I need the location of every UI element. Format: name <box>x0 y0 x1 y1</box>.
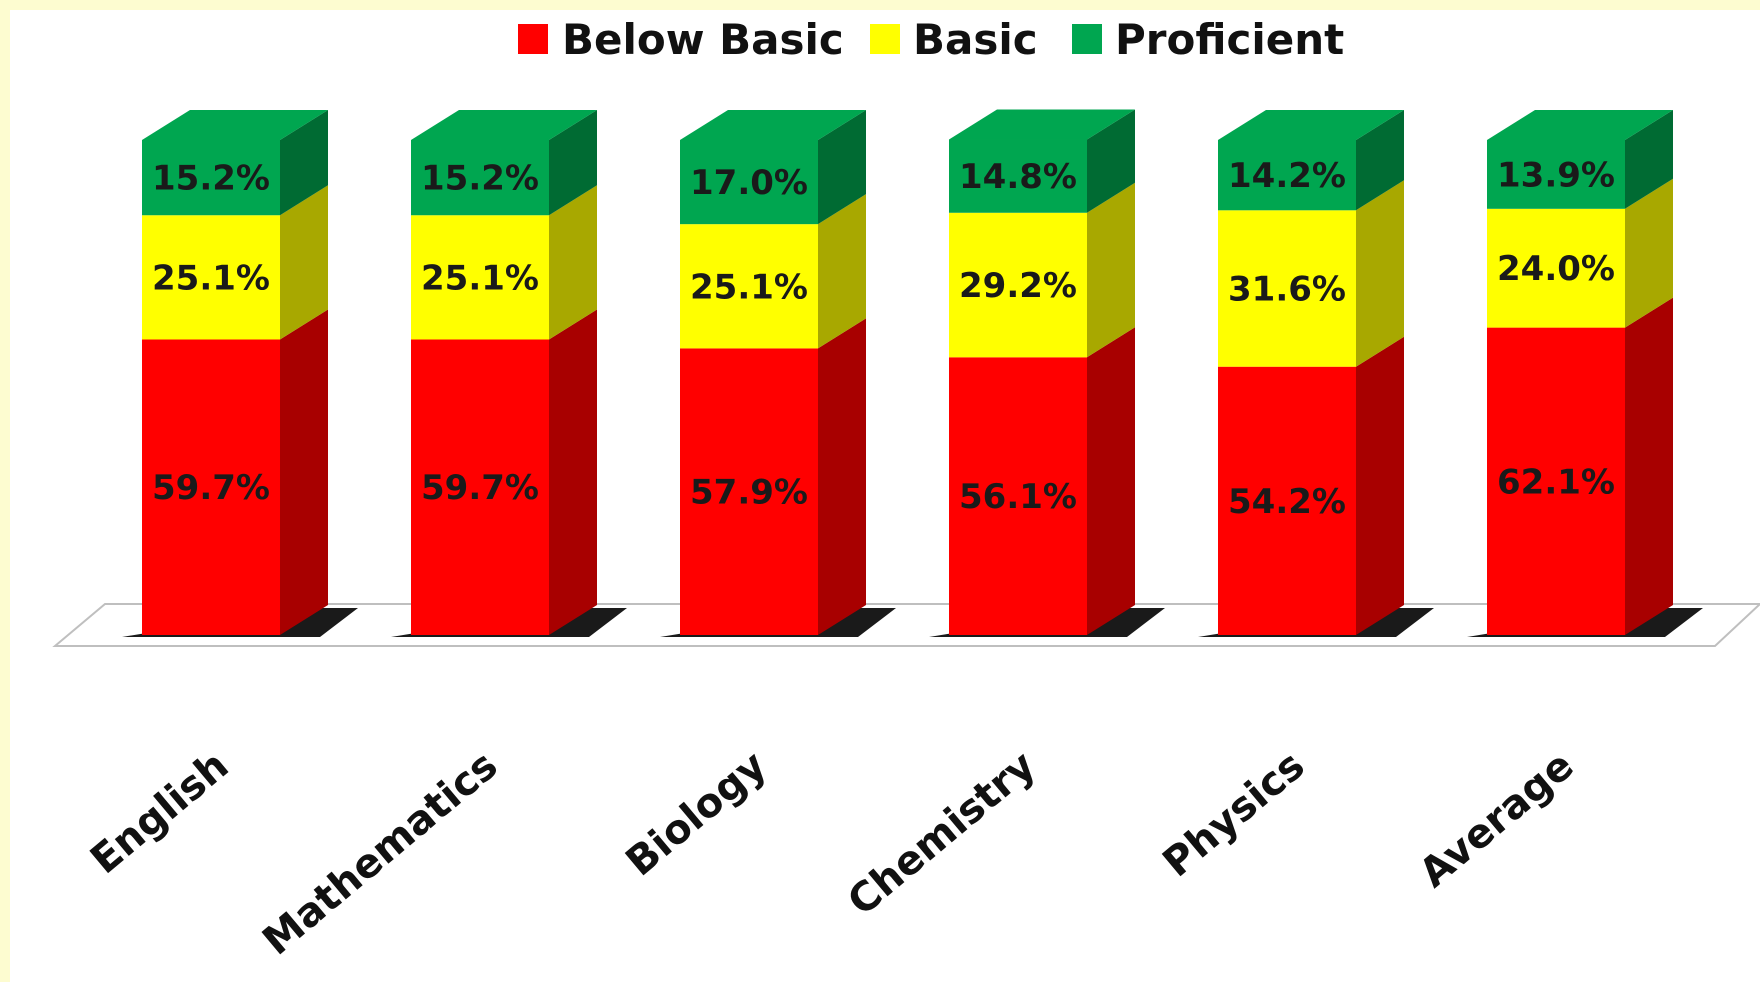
data-label-mathematics-proficient: 15.2% <box>421 159 539 199</box>
bar-average-proficient-side <box>1625 110 1673 209</box>
data-label-biology-proficient: 17.0% <box>690 163 808 203</box>
bar-group-physics: 54.2% 31.6% 14.2% <box>1198 110 1434 637</box>
bar-english-top <box>142 110 328 140</box>
data-label-physics-below-basic: 54.2% <box>1228 482 1346 522</box>
bar-mathematics-basic <box>411 215 549 340</box>
bar-average-below-basic-side <box>1625 297 1673 635</box>
legend-swatch-basic <box>870 24 900 54</box>
stacked-bar-chart: Below Basic Basic Proficient 59.7% 25.1% 15.… <box>52 15 1760 964</box>
bar-group-average: 62.1% 24.0% 13.9% <box>1467 110 1703 637</box>
data-label-physics-proficient: 14.2% <box>1228 156 1346 196</box>
bar-english-below-basic <box>142 339 280 635</box>
bar-physics-top <box>1218 110 1404 140</box>
bar-mathematics-top <box>411 110 597 140</box>
data-label-mathematics-below-basic: 59.7% <box>421 468 539 508</box>
bar-average-top <box>1487 110 1673 140</box>
legend-label-basic: Basic <box>913 15 1038 64</box>
data-label-english-below-basic: 59.7% <box>152 468 270 508</box>
bar-chemistry-below-basic <box>949 357 1087 635</box>
x-tick-label-mathematics: Mathematics <box>254 742 506 964</box>
bar-physics-basic-side <box>1356 180 1404 367</box>
chart-frame: Below Basic Basic Proficient 59.7% 25.1% 15.… <box>10 10 1760 982</box>
category-labels: English Mathematics Biology Chemistry Physic… <box>82 742 1582 964</box>
data-label-physics-basic: 31.6% <box>1228 270 1346 310</box>
bar-mathematics-below-basic-side <box>549 309 597 635</box>
bar-physics-proficient-side <box>1356 110 1404 211</box>
bar-group-mathematics: 59.7% 25.1% 15.2% <box>391 110 627 637</box>
bar-physics-proficient <box>1218 140 1356 211</box>
bar-group-english: 59.7% 25.1% 15.2% <box>122 110 358 637</box>
bar-physics-below-basic <box>1218 366 1356 635</box>
legend-swatch-proficient <box>1072 24 1102 54</box>
bar-biology-basic <box>680 224 818 349</box>
x-tick-label-average: Average <box>1411 742 1582 896</box>
data-label-chemistry-basic: 29.2% <box>959 266 1077 306</box>
bar-average-proficient <box>1487 140 1625 209</box>
bars: 59.7% 25.1% 15.2% 59.7% 25.1% 15.2% 57.9% 25.1%… <box>122 109 1703 637</box>
x-tick-label-physics: Physics <box>1154 742 1313 886</box>
bar-english-basic <box>142 215 280 340</box>
bar-chemistry-proficient <box>949 139 1087 213</box>
bar-physics-below-basic-side <box>1356 336 1404 635</box>
bar-biology-basic-side <box>818 194 866 349</box>
bar-group-biology: 57.9% 25.1% 17.0% <box>660 110 896 637</box>
bar-biology-below-basic <box>680 348 818 635</box>
legend-label-below-basic: Below Basic <box>562 15 844 64</box>
bar-biology-below-basic-side <box>818 318 866 635</box>
bar-chemistry-basic <box>949 212 1087 358</box>
data-label-biology-basic: 25.1% <box>690 267 808 307</box>
bar-biology-proficient-side <box>818 110 866 225</box>
legend-label-proficient: Proficient <box>1115 15 1344 64</box>
bar-english-proficient-side <box>280 110 328 216</box>
bar-mathematics-below-basic <box>411 339 549 635</box>
bar-group-chemistry: 56.1% 29.2% 14.8% <box>929 109 1165 637</box>
x-tick-label-english: English <box>82 742 237 883</box>
data-label-average-basic: 24.0% <box>1497 249 1615 289</box>
bar-biology-top <box>680 110 866 140</box>
data-label-average-below-basic: 62.1% <box>1497 462 1615 502</box>
bar-mathematics-basic-side <box>549 185 597 340</box>
bar-chemistry-below-basic-side <box>1087 327 1135 635</box>
data-label-english-basic: 25.1% <box>152 258 270 298</box>
data-label-average-proficient: 13.9% <box>1497 155 1615 195</box>
bar-english-basic-side <box>280 185 328 340</box>
bar-physics-basic <box>1218 210 1356 367</box>
bar-average-basic <box>1487 208 1625 328</box>
data-label-mathematics-basic: 25.1% <box>421 258 539 298</box>
bar-english-below-basic-side <box>280 309 328 635</box>
bar-chemistry-basic-side <box>1087 182 1135 358</box>
bar-biology-proficient <box>680 140 818 225</box>
data-label-chemistry-proficient: 14.8% <box>959 157 1077 197</box>
bar-mathematics-proficient-side <box>549 110 597 216</box>
bar-chemistry-proficient-side <box>1087 109 1135 213</box>
data-label-biology-below-basic: 57.9% <box>690 473 808 513</box>
data-label-chemistry-below-basic: 56.1% <box>959 477 1077 517</box>
bar-english-proficient <box>142 140 280 216</box>
legend: Below Basic Basic Proficient <box>518 15 1344 64</box>
x-tick-label-biology: Biology <box>617 742 775 885</box>
bar-mathematics-proficient <box>411 140 549 216</box>
bar-average-below-basic <box>1487 327 1625 635</box>
x-tick-label-chemistry: Chemistry <box>839 742 1044 924</box>
data-label-english-proficient: 15.2% <box>152 159 270 199</box>
legend-swatch-below-basic <box>518 24 548 54</box>
bar-average-basic-side <box>1625 178 1673 328</box>
bar-chemistry-top <box>949 109 1135 140</box>
